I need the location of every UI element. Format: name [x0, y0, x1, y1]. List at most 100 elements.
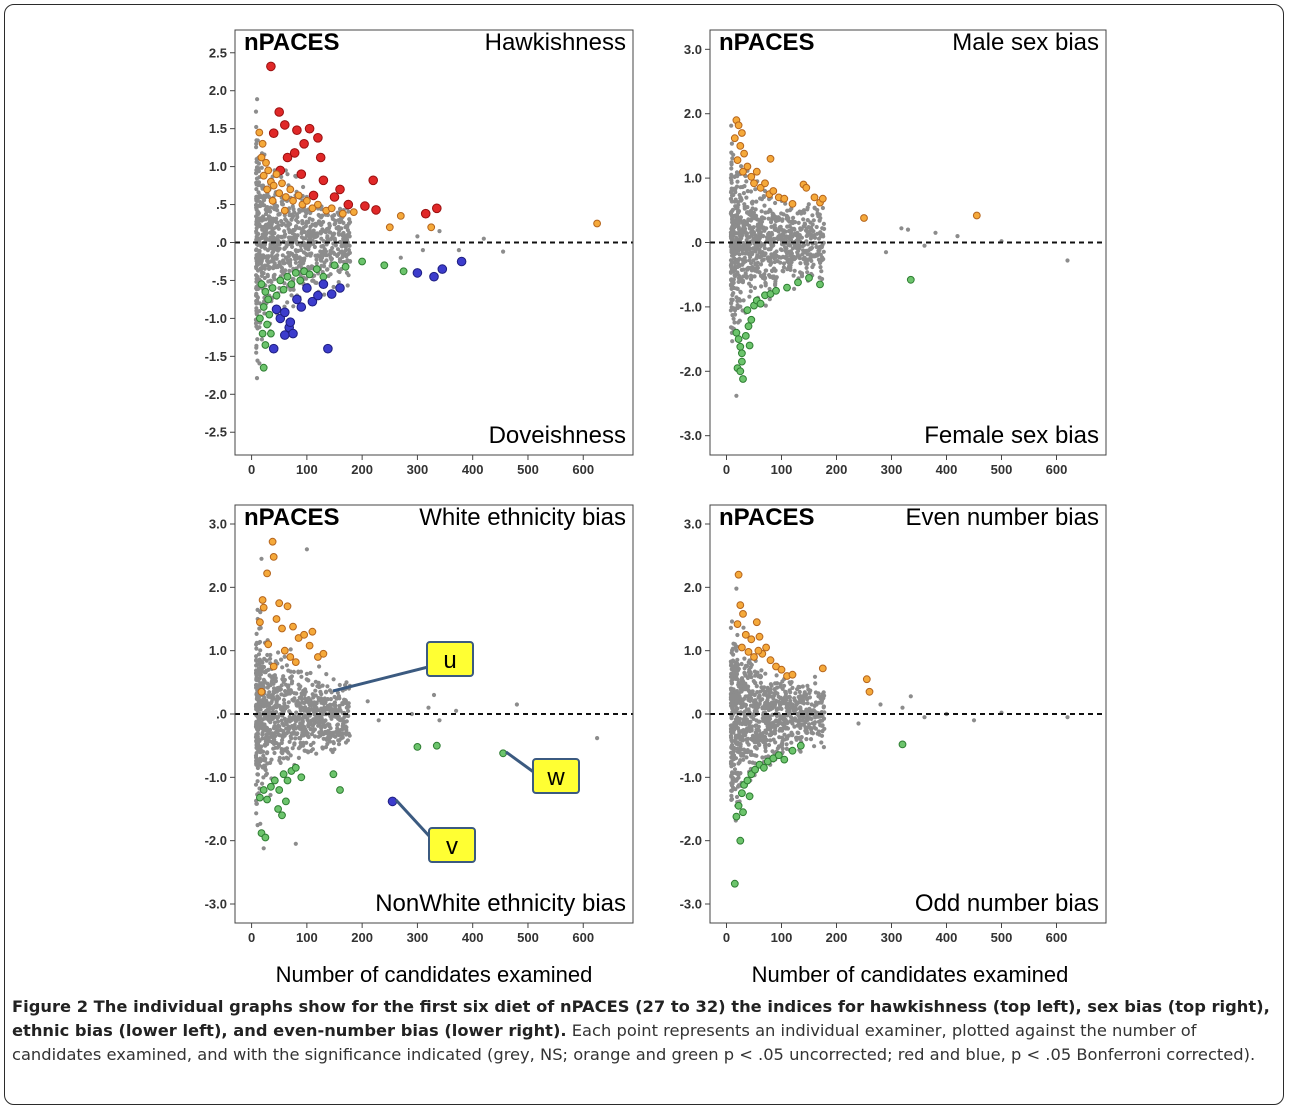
- data-point-ns: [302, 708, 307, 713]
- data-point-orange: [818, 194, 827, 203]
- data-point-green: [297, 773, 306, 782]
- data-point-ns: [346, 273, 351, 278]
- data-point-orange: [278, 179, 286, 188]
- data-point-ns: [730, 658, 736, 663]
- data-point-ns: [309, 748, 314, 754]
- data-point-orange: [738, 643, 746, 652]
- y-tick-label: 3.0: [684, 517, 702, 532]
- data-point-ns: [759, 209, 764, 214]
- data-point-ns: [753, 261, 758, 266]
- data-point-ns: [287, 714, 292, 719]
- data-point-orange: [286, 185, 295, 194]
- data-point-ns: [753, 207, 758, 212]
- data-point-ns: [810, 222, 815, 227]
- data-point-ns: [265, 248, 270, 253]
- data-point-ns: [254, 646, 259, 651]
- data-point-ns: [746, 684, 751, 689]
- data-point-ns: [771, 696, 776, 701]
- data-point-ns: [778, 696, 783, 701]
- data-point-ns: [809, 727, 814, 732]
- data-point-ns: [738, 196, 743, 201]
- data-point-ns: [801, 248, 806, 253]
- data-point-green: [780, 755, 789, 764]
- data-point-ns: [734, 794, 740, 800]
- data-point-green: [259, 363, 268, 372]
- data-point-ns: [768, 722, 774, 728]
- panel-brand: nPACES: [719, 504, 815, 531]
- data-point-ns: [730, 217, 735, 222]
- data-point-ns: [328, 251, 333, 256]
- data-point-ns: [270, 250, 275, 255]
- data-point-ns: [313, 679, 318, 684]
- data-point-green: [745, 341, 754, 350]
- data-point-ns: [266, 694, 271, 699]
- data-point-green: [259, 303, 268, 311]
- data-point-ns: [284, 663, 289, 668]
- data-point-ns: [254, 376, 260, 381]
- data-point-ns: [740, 251, 745, 256]
- data-point-orange: [289, 622, 297, 631]
- data-point-green: [291, 763, 300, 772]
- data-point-ns: [772, 728, 778, 733]
- data-point-ns: [255, 823, 260, 828]
- data-point-blue: [412, 268, 423, 278]
- data-point-red: [308, 190, 319, 201]
- data-point-ns: [734, 771, 740, 776]
- data-point-ns: [456, 248, 461, 253]
- data-point-ns: [784, 251, 790, 256]
- data-point-ns: [254, 350, 259, 355]
- data-point-green: [744, 322, 753, 331]
- data-point-ns: [730, 687, 735, 693]
- data-point-ns: [262, 266, 267, 271]
- data-point-ns: [735, 303, 740, 308]
- data-point-ns: [768, 262, 773, 267]
- top-label: Even number bias: [906, 504, 1099, 531]
- data-point-ns: [745, 267, 750, 272]
- data-point-green: [329, 770, 338, 779]
- data-point-ns: [335, 247, 341, 252]
- data-point-orange: [734, 570, 743, 579]
- data-point-green: [736, 367, 745, 376]
- data-point-orange: [747, 172, 756, 181]
- data-point-ns: [822, 726, 827, 732]
- data-point-ns: [732, 320, 737, 325]
- data-point-ns: [745, 736, 750, 742]
- data-point-ns: [275, 730, 280, 735]
- data-point-ns: [298, 247, 304, 253]
- y-tick-label: 1.0: [209, 159, 227, 174]
- y-axis: 2.5 2.0 1.5 1.0 .5 .0 -.5 -1.0 -1.5 -2.0 -2.5: [205, 45, 235, 440]
- data-point-ns: [314, 751, 319, 756]
- data-point-ns: [752, 266, 757, 271]
- data-point-green: [256, 793, 264, 802]
- y-tick-label: .0: [216, 707, 227, 722]
- data-point-ns: [749, 689, 754, 694]
- x-tick-label: 200: [826, 462, 848, 477]
- data-point-green: [816, 280, 824, 289]
- data-point-orange: [308, 627, 317, 636]
- data-point-ns: [780, 739, 785, 744]
- data-point-ns: [734, 586, 739, 591]
- y-tick-label: -1.5: [205, 349, 227, 364]
- data-point-ns: [253, 321, 259, 326]
- data-point-green: [276, 276, 285, 285]
- data-point-ns: [296, 755, 301, 761]
- data-point-ns: [310, 682, 315, 688]
- bottom-label: Odd number bias: [915, 890, 1099, 917]
- data-point-orange: [818, 664, 827, 673]
- data-point-ns: [900, 705, 905, 710]
- data-point-ns: [736, 761, 741, 766]
- data-point-ns: [315, 716, 320, 721]
- data-point-ns: [254, 301, 259, 306]
- data-point-green: [283, 272, 292, 281]
- data-point-ns: [766, 742, 772, 748]
- data-point-ns: [797, 689, 802, 695]
- data-point-ns: [319, 244, 324, 249]
- data-point-ns: [745, 210, 750, 215]
- data-point-ns: [595, 736, 600, 741]
- data-point-red: [432, 203, 442, 214]
- data-point-ns: [745, 222, 750, 227]
- data-point-ns: [795, 253, 800, 258]
- data-point-ns: [740, 262, 745, 267]
- data-point-ns: [774, 673, 779, 678]
- data-point-ns: [801, 256, 806, 262]
